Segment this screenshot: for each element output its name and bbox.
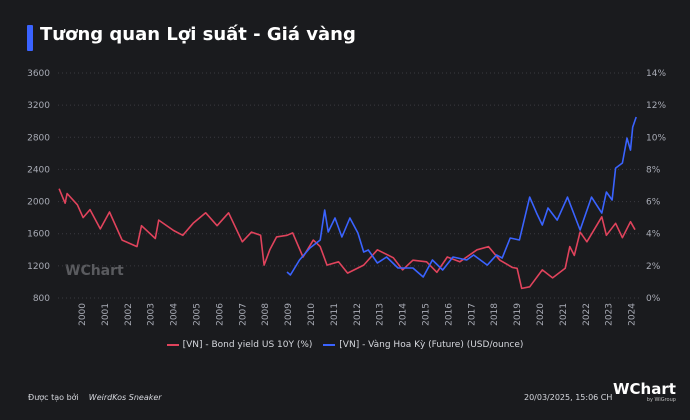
y-right-tick-label: 4% [646,230,661,240]
y-right-tick-label: 10% [646,133,666,143]
x-tick-label: 2023 [605,303,615,326]
x-tick-label: 2007 [238,303,248,326]
x-tick-label: 2014 [399,303,409,326]
y-left-tick-label: 1600 [27,230,50,240]
x-tick-label: 2002 [124,303,134,326]
y-left-tick-label: 1200 [27,262,50,272]
author-name: WeirdKos Sneaker [88,393,162,402]
legend-swatch-gold [323,343,336,346]
chart-title: Tương quan Lợi suất - Giá vàng [40,24,356,45]
logo-text: WChart [613,380,676,398]
y-left-tick-label: 3200 [27,101,50,111]
wchart-logo: WChart by WiGroup [613,380,676,404]
x-tick-label: 2008 [261,303,271,326]
x-tick-label: 2006 [215,303,225,326]
y-left-tick-label: 2800 [27,133,50,143]
y-right-tick-label: 2% [646,262,661,272]
x-tick-label: 2005 [193,303,203,326]
legend: [VN] - Bond yield US 10Y (%) [VN] - Vàng… [0,340,690,350]
y-left-tick-label: 3600 [27,69,50,79]
x-tick-label: 2009 [284,303,294,326]
x-tick-label: 2004 [170,303,180,326]
x-tick-label: 2018 [490,303,500,326]
x-tick-label: 2019 [513,303,523,326]
x-tick-label: 2011 [330,303,340,326]
legend-item-gold[interactable]: [VN] - Vàng Hoa Kỳ (Future) (USD/ounce) [323,340,523,350]
x-tick-label: 2001 [101,303,111,326]
legend-item-bond[interactable]: [VN] - Bond yield US 10Y (%) [166,340,313,350]
y-left-tick-label: 2000 [27,198,50,208]
x-tick-label: 2010 [307,303,317,326]
created-by-label: Được tạo bởi [28,393,79,402]
logo-subtext: by WiGroup [646,397,676,403]
x-tick-label: 2013 [376,303,386,326]
title-accent-bar [27,25,33,51]
footer-credit: Được tạo bởi WeirdKos Sneaker [28,393,162,402]
x-tick-label: 2024 [628,303,638,326]
y-right-tick-label: 6% [646,198,661,208]
y-right-tick-label: 14% [646,69,666,79]
x-tick-label: 2000 [78,303,88,326]
bond-yield-line [58,188,636,290]
y-right-tick-label: 0% [646,294,661,304]
legend-swatch-bond [166,343,179,346]
gold-price-line [286,116,637,278]
x-tick-label: 2012 [353,303,363,326]
x-tick-label: 2016 [444,303,454,326]
legend-label-gold: [VN] - Vàng Hoa Kỳ (Future) (USD/ounce) [339,340,524,350]
y-right-tick-label: 8% [646,165,661,175]
x-tick-label: 2021 [559,303,569,326]
x-tick-label: 2020 [536,303,546,326]
x-tick-label: 2003 [147,303,157,326]
legend-label-bond: [VN] - Bond yield US 10Y (%) [182,340,313,350]
watermark-logo: WChart [65,263,124,279]
x-tick-label: 2015 [422,303,432,326]
y-left-tick-label: 800 [33,294,50,304]
y-right-tick-label: 12% [646,101,666,111]
x-tick-label: 2017 [467,303,477,326]
timestamp: 20/03/2025, 15:06 CH [524,393,613,402]
x-tick-label: 2022 [582,303,592,326]
y-left-tick-label: 2400 [27,165,50,175]
